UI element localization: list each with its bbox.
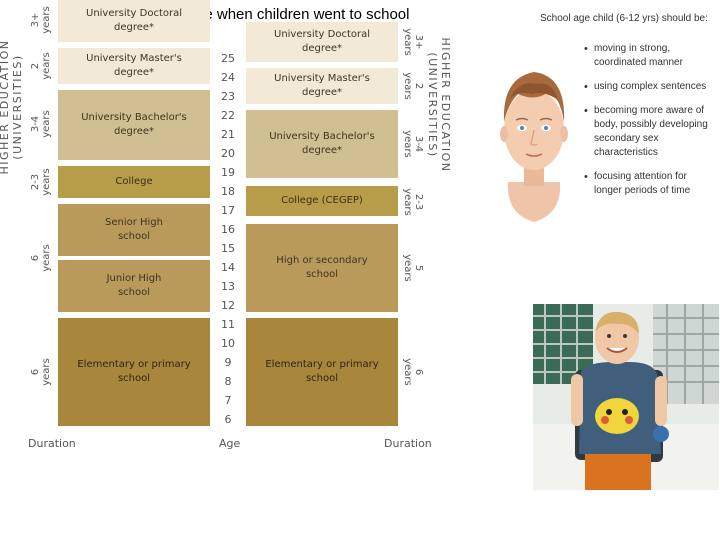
left-duration-high-school: 6 years [30, 244, 52, 272]
child-face-illustration [496, 64, 572, 224]
age-label: 17 [221, 204, 235, 217]
right-duration-masters: 2 years [402, 72, 424, 100]
left-block-college: College [58, 166, 210, 198]
right-duration-bachelors: 3-4 years [402, 130, 424, 158]
right-duration-label: Duration [384, 437, 432, 450]
left-duration-masters: 2 years [30, 52, 52, 80]
child-face-drawing [500, 72, 568, 222]
left-block-doctoral: University Doctoral degree* [58, 0, 210, 42]
left-duration-bachelors: 3-4 years [30, 110, 52, 138]
right-chart-header: HIGHER EDUCATION (UNIVERSITIES) [426, 37, 452, 173]
right-duration-elementary: 6 years [402, 358, 424, 386]
right-duration-doctoral: 3+ years [402, 28, 424, 56]
age-label: 20 [221, 147, 235, 160]
age-label: 24 [221, 71, 235, 84]
boy-photo-drawing [533, 304, 719, 490]
age-label: 11 [221, 318, 235, 331]
right-block-elementary: Elementary or primary school [246, 318, 398, 426]
left-block-senior-high: Senior High school [58, 204, 210, 256]
development-bullet: focusing attention for longer periods of… [584, 170, 716, 198]
age-label: 21 [221, 128, 235, 141]
age-label: 23 [221, 90, 235, 103]
age-label: 8 [224, 375, 232, 388]
left-duration-college: 2-3 years [30, 168, 52, 196]
right-block-masters: University Master's degree* [246, 68, 398, 104]
right-block-high-school: High or secondary school [246, 224, 398, 312]
age-label: 12 [221, 299, 235, 312]
age-label: 16 [221, 223, 235, 236]
right-duration-high-school: 5 years [402, 254, 424, 282]
development-bullet-list: moving in strong, coordinated manner usi… [584, 42, 716, 208]
age-label: 7 [224, 394, 232, 407]
left-block-masters: University Master's degree* [58, 48, 210, 84]
age-label: 25 [221, 52, 235, 65]
age-footer-label: Age [219, 437, 241, 450]
left-duration-doctoral: 3+ years [30, 6, 52, 34]
left-block-bachelors: University Bachelor's degree* [58, 90, 210, 160]
left-block-elementary: Elementary or primary school [58, 318, 210, 426]
development-bullet: moving in strong, coordinated manner [584, 42, 716, 70]
slide-title: Age when children went to school [186, 6, 410, 23]
age-label: 22 [221, 109, 235, 122]
right-block-bachelors: University Bachelor's degree* [246, 110, 398, 178]
age-label: 15 [221, 242, 235, 255]
boy-with-backpack-photo [533, 304, 719, 490]
development-panel-title: School age child (6-12 yrs) should be: [540, 13, 708, 24]
age-label: 10 [221, 337, 235, 350]
right-block-college: College (CEGEP) [246, 186, 398, 216]
left-block-junior-high: Junior High school [58, 260, 210, 312]
right-block-doctoral: University Doctoral degree* [246, 22, 398, 62]
age-label: 19 [221, 166, 235, 179]
left-duration-label: Duration [28, 437, 76, 450]
left-duration-elementary: 6 years [30, 358, 52, 386]
right-duration-college: 2-3 years [402, 188, 424, 216]
age-label: 14 [221, 261, 235, 274]
age-label: 13 [221, 280, 235, 293]
development-bullet: becoming more aware of body, possibly de… [584, 104, 716, 160]
age-label: 9 [224, 356, 232, 369]
age-label: 6 [224, 413, 232, 426]
development-bullet: using complex sentences [584, 80, 716, 94]
age-label: 18 [221, 185, 235, 198]
left-chart-header: HIGHER EDUCATION (UNIVERSITIES) [0, 39, 24, 175]
